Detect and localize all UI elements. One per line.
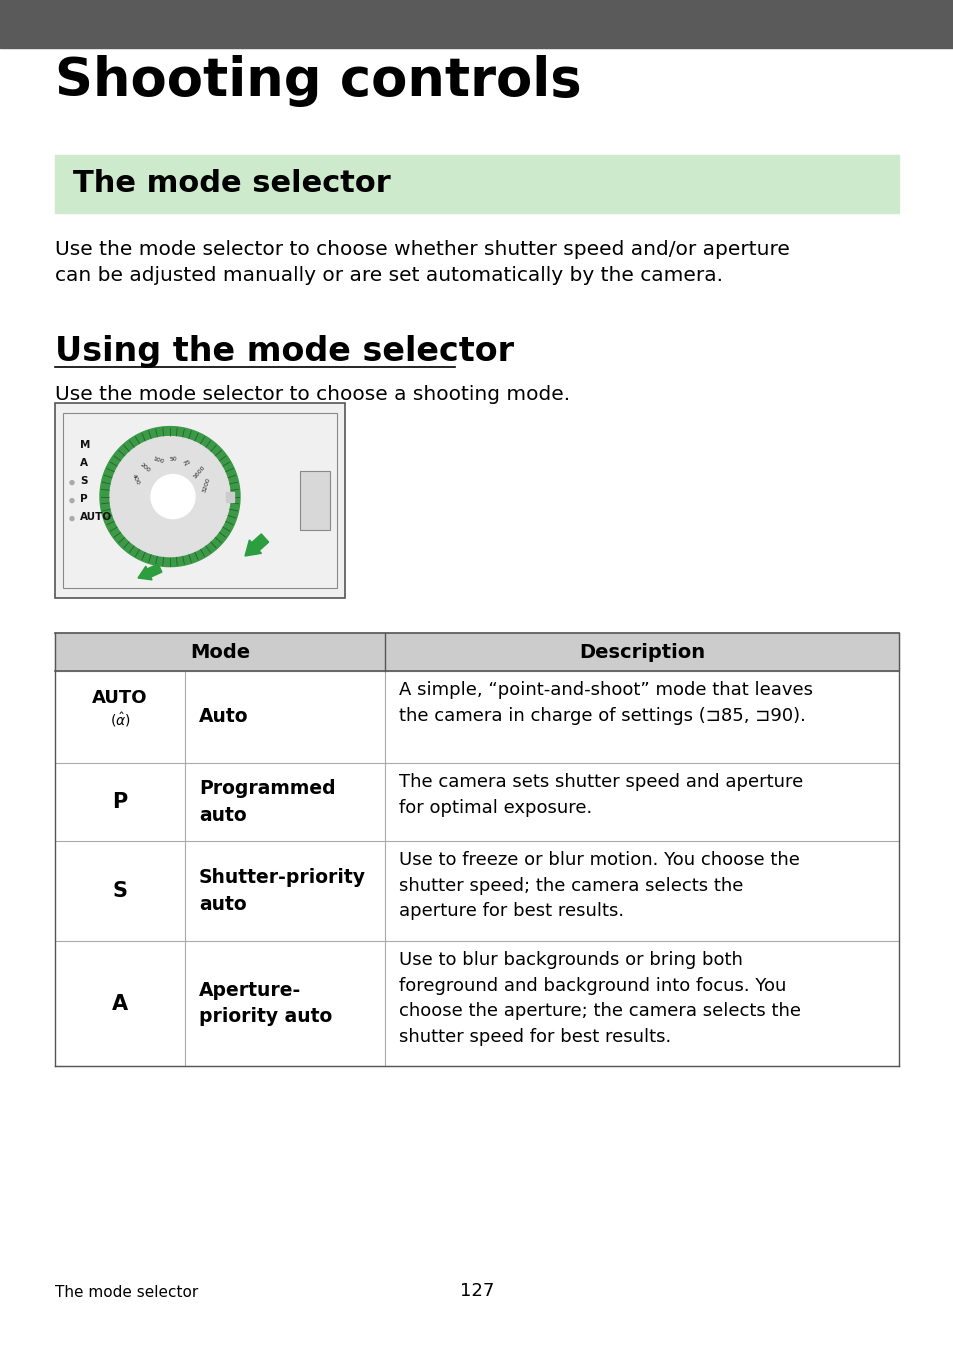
Text: AUTO: AUTO <box>92 689 148 707</box>
Text: Mode: Mode <box>190 643 250 662</box>
Text: The camera sets shutter speed and aperture
for optimal exposure.: The camera sets shutter speed and apertu… <box>398 773 802 816</box>
Text: S: S <box>112 881 128 901</box>
Text: 127: 127 <box>459 1282 494 1301</box>
Text: The mode selector: The mode selector <box>73 169 391 199</box>
Text: Use the mode selector to choose whether shutter speed and/or aperture: Use the mode selector to choose whether … <box>55 239 789 260</box>
Polygon shape <box>100 426 240 566</box>
Text: The mode selector: The mode selector <box>55 1284 198 1301</box>
Text: P: P <box>112 792 128 812</box>
Text: ($\hat{\alpha}$): ($\hat{\alpha}$) <box>110 712 131 729</box>
Polygon shape <box>110 437 230 557</box>
Bar <box>55 633 898 671</box>
Text: can be adjusted manually or are set automatically by the camera.: can be adjusted manually or are set auto… <box>55 266 722 285</box>
Text: Use to freeze or blur motion. You choose the
shutter speed; the camera selects t: Use to freeze or blur motion. You choose… <box>398 851 799 920</box>
Text: M: M <box>80 440 91 449</box>
Text: Auto: Auto <box>199 707 248 726</box>
Circle shape <box>70 499 74 503</box>
Text: 50: 50 <box>169 456 177 461</box>
Bar <box>0 0 953 48</box>
Bar <box>63 413 336 588</box>
Text: Description: Description <box>578 643 704 662</box>
Text: S: S <box>80 476 88 486</box>
Circle shape <box>70 516 74 521</box>
Text: Programmed
auto: Programmed auto <box>199 779 335 824</box>
Text: 25: 25 <box>182 459 192 467</box>
Text: Aperture-
priority auto: Aperture- priority auto <box>199 981 332 1026</box>
Text: Using the mode selector: Using the mode selector <box>55 335 514 369</box>
Text: AUTO: AUTO <box>80 511 112 522</box>
Text: Use the mode selector to choose a shooting mode.: Use the mode selector to choose a shooti… <box>55 385 570 404</box>
Text: P: P <box>80 494 88 503</box>
Text: 200: 200 <box>139 461 152 473</box>
FancyArrow shape <box>245 534 269 555</box>
Text: 100: 100 <box>152 456 164 464</box>
Text: 400: 400 <box>132 473 141 486</box>
Bar <box>55 404 345 599</box>
Text: 1600: 1600 <box>192 464 206 479</box>
Text: A: A <box>80 457 88 468</box>
Circle shape <box>70 480 74 484</box>
Text: Shooting controls: Shooting controls <box>55 55 581 108</box>
Text: Use to blur backgrounds or bring both
foreground and background into focus. You
: Use to blur backgrounds or bring both fo… <box>398 951 801 1046</box>
Bar <box>55 155 898 213</box>
FancyArrow shape <box>138 564 162 580</box>
Bar <box>226 492 233 502</box>
Text: A: A <box>112 994 128 1014</box>
Text: 3200: 3200 <box>201 476 211 494</box>
Bar <box>299 471 330 530</box>
Text: Shutter-priority
auto: Shutter-priority auto <box>199 869 366 913</box>
Circle shape <box>151 475 194 519</box>
Text: A simple, “point-and-shoot” mode that leaves
the camera in charge of settings (⊐: A simple, “point-and-shoot” mode that le… <box>398 681 812 725</box>
